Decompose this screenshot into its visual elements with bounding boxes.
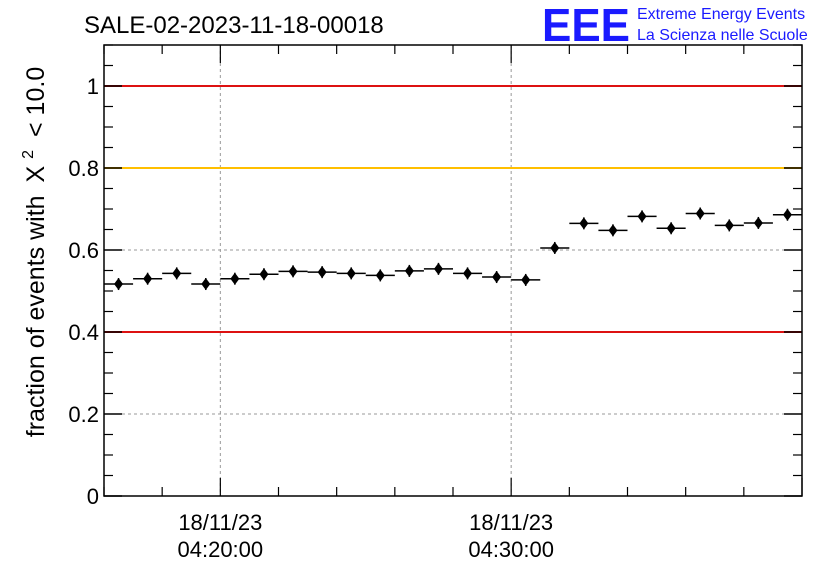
y-tick-label-3: 0.6 <box>68 238 99 263</box>
data-point-1 <box>133 272 163 285</box>
data-point-7 <box>307 266 337 279</box>
data-point-13-marker <box>492 271 502 284</box>
x-tick-time-1: 04:30:00 <box>468 537 554 562</box>
data-point-21-marker <box>724 219 734 232</box>
y-tick-label-1: 0.2 <box>68 402 99 427</box>
data-point-5 <box>249 268 279 281</box>
plot-frame <box>103 44 803 497</box>
eee-logo-line2: La Scienza nelle Scuole <box>637 27 808 44</box>
eee-logo: EEE Extreme Energy Events La Scienza nel… <box>542 0 808 51</box>
y-tick-label-5: 1 <box>87 74 99 99</box>
y-axis-label-prefix: fraction of events with <box>22 195 50 437</box>
data-point-16 <box>569 217 599 230</box>
y-tick-label-2: 0.4 <box>68 320 99 345</box>
eee-logo-letters: EEE <box>542 0 630 51</box>
data-point-16-marker <box>579 217 589 230</box>
data-point-9-marker <box>375 269 385 282</box>
data-point-22 <box>743 216 773 229</box>
eee-logo-line1: Extreme Energy Events <box>637 6 805 23</box>
y-tick-label-4: 0.8 <box>68 156 99 181</box>
y-axis-label-exponent: 2 <box>20 150 37 159</box>
data-point-17 <box>598 224 628 237</box>
data-point-2 <box>162 267 192 280</box>
y-axis-label-suffix: < 10.0 <box>22 67 50 137</box>
data-point-8 <box>336 267 366 280</box>
data-point-3 <box>191 278 221 291</box>
data-point-15 <box>540 241 570 254</box>
data-point-17-marker <box>608 224 618 237</box>
data-point-5-marker <box>259 268 269 281</box>
data-point-0-marker <box>114 278 124 291</box>
data-point-12-marker <box>463 267 473 280</box>
data-point-13 <box>482 271 512 284</box>
x-tick-date-1: 18/11/23 <box>469 510 553 535</box>
grid <box>104 45 802 496</box>
x-tick-time-0: 04:20:00 <box>178 537 264 562</box>
data-point-3-marker <box>201 278 211 291</box>
data-point-0 <box>104 278 134 291</box>
data-point-11 <box>423 262 453 275</box>
chart-title: SALE-02-2023-11-18-00018 <box>84 12 384 39</box>
data-point-20 <box>685 207 715 220</box>
svg-text:fraction of events with: fraction of events with X 2 < 10.0 <box>11 67 50 437</box>
data-point-1-marker <box>143 272 153 285</box>
data-point-6-marker <box>288 265 298 278</box>
data-point-18 <box>627 210 657 223</box>
x-tick-date-0: 18/11/23 <box>178 510 262 535</box>
data-point-4-marker <box>230 272 240 285</box>
y-axis-label-symbol: X <box>22 165 50 182</box>
reference-lines <box>104 85 802 333</box>
data-points <box>104 207 802 291</box>
data-point-2-marker <box>172 267 182 280</box>
data-point-19-marker <box>666 222 676 235</box>
data-point-4 <box>220 272 250 285</box>
data-point-21 <box>714 219 744 232</box>
data-point-6 <box>278 265 308 278</box>
data-point-11-marker <box>433 262 443 275</box>
data-point-15-marker <box>550 241 560 254</box>
data-point-22-marker <box>753 216 763 229</box>
y-axis-label: fraction of events with X 2 < 10.0 <box>11 67 50 437</box>
data-point-9 <box>365 269 395 282</box>
data-point-12 <box>453 267 483 280</box>
data-point-14 <box>511 273 541 286</box>
data-point-7-marker <box>317 266 327 279</box>
data-point-23-marker <box>782 208 792 221</box>
data-point-19 <box>656 222 686 235</box>
data-point-18-marker <box>637 210 647 223</box>
data-point-10 <box>394 264 424 277</box>
y-tick-label-0: 0 <box>87 484 99 509</box>
data-point-23 <box>772 208 802 221</box>
data-point-8-marker <box>346 267 356 280</box>
axes: 00.20.40.60.8118/11/2304:20:0018/11/2304… <box>68 44 803 562</box>
data-point-14-marker <box>521 273 531 286</box>
data-point-10-marker <box>404 264 414 277</box>
data-point-20-marker <box>695 207 705 220</box>
